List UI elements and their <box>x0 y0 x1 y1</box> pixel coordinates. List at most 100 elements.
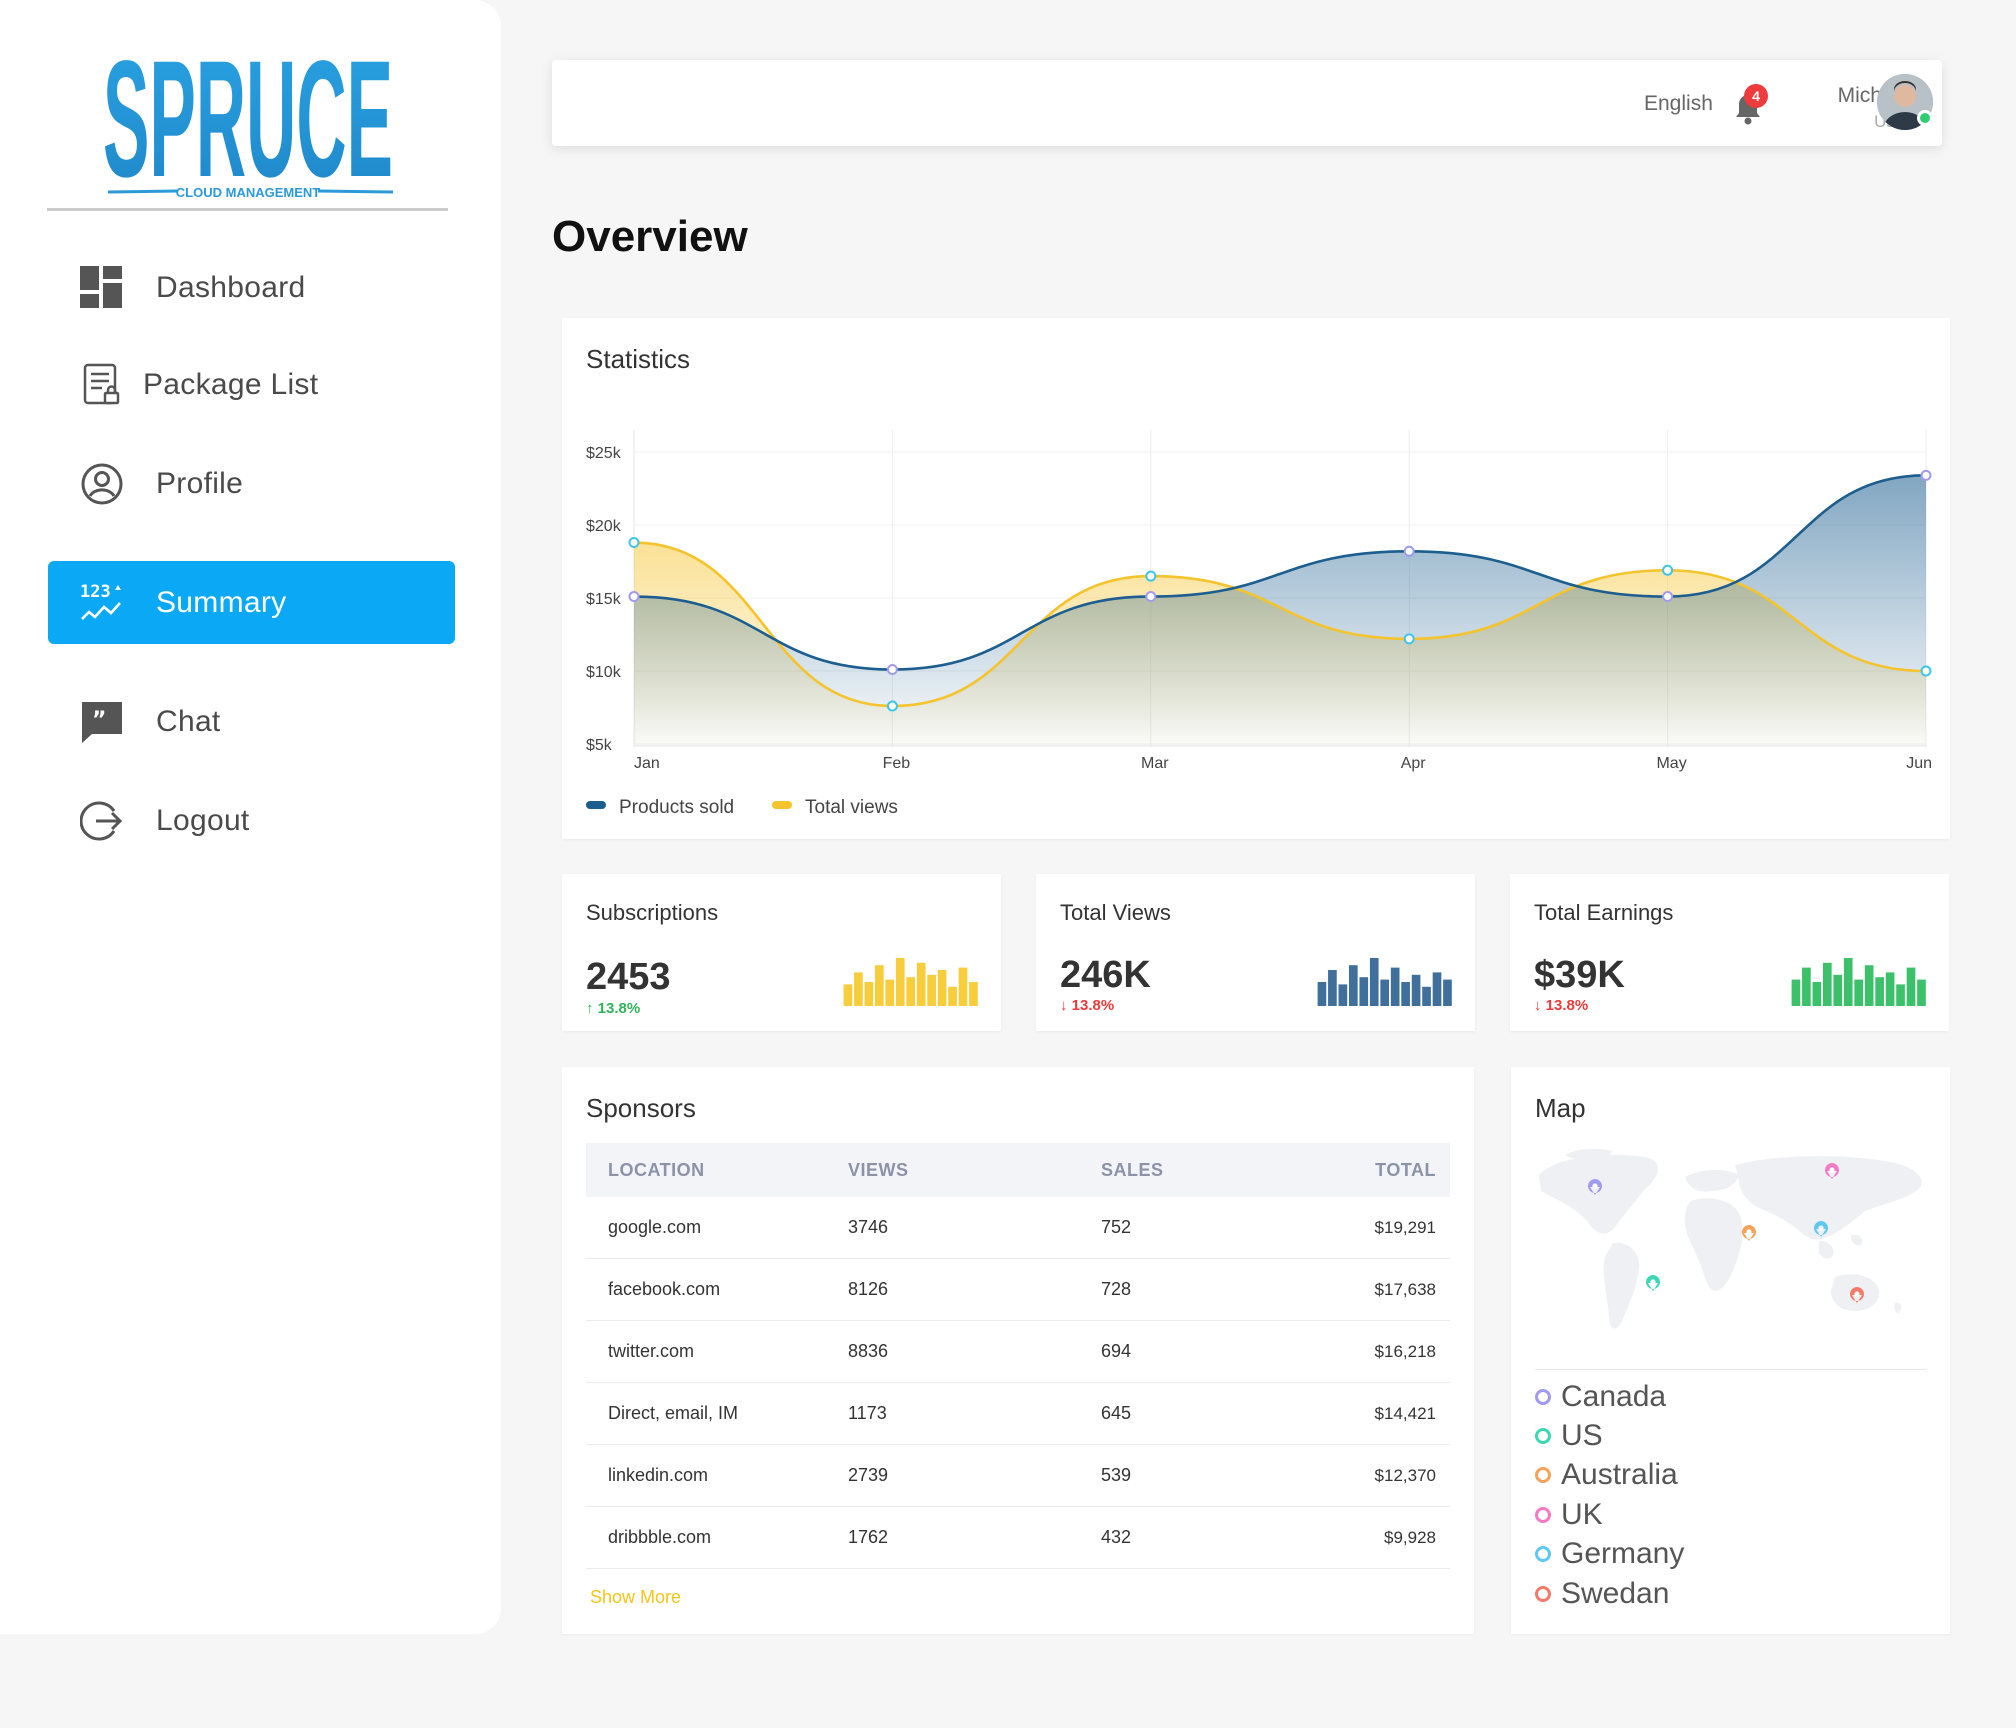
data-point[interactable] <box>1403 633 1415 645</box>
total-views-card: Total Views 246K ↓ 13.8% <box>1036 874 1475 1031</box>
cell-views: 1173 <box>848 1403 887 1423</box>
spark-bar <box>937 970 947 1006</box>
spark-bar <box>1791 979 1801 1006</box>
data-point[interactable] <box>1145 570 1157 582</box>
spark-bar <box>1896 984 1905 1006</box>
map-legend: Canada US Australia UK Germany Swedan <box>1535 1377 1684 1613</box>
legend-label[interactable]: Total views <box>805 797 898 818</box>
cell-sales: 752 <box>1101 1217 1132 1237</box>
arrow-down-icon: ↓ <box>1060 997 1068 1014</box>
logo-tagline: CLOUD MANAGEMENT <box>176 185 320 200</box>
x-tick-label: Feb <box>883 755 911 772</box>
data-point[interactable] <box>886 700 898 712</box>
data-point[interactable] <box>1662 591 1674 603</box>
logo-wordmark: SPRUCE <box>103 40 393 210</box>
data-point[interactable] <box>1662 564 1674 576</box>
y-tick-label: $10k <box>586 664 622 681</box>
table-row[interactable]: google.com 3746 752 $19,291 <box>586 1197 1450 1259</box>
spark-bar <box>1875 977 1884 1006</box>
table-header: LOCATION VIEWS SALES TOTAL <box>586 1143 1450 1197</box>
map-title: Map <box>1535 1093 1586 1123</box>
x-tick-label: May <box>1656 755 1686 772</box>
legend-item-australia[interactable]: Australia <box>1535 1456 1684 1495</box>
column-header[interactable]: VIEWS <box>848 1159 909 1180</box>
spark-bar <box>1854 979 1864 1006</box>
legend-label[interactable]: Products sold <box>619 797 734 818</box>
data-point[interactable] <box>886 664 898 676</box>
data-point[interactable] <box>1145 591 1157 603</box>
legend-label: UK <box>1561 1497 1603 1531</box>
table-row[interactable]: linkedin.com 2739 539 $12,370 <box>586 1445 1450 1507</box>
map-card: Map <box>1511 1067 1950 1634</box>
column-header[interactable]: LOCATION <box>608 1159 705 1180</box>
world-map[interactable] <box>1535 1147 1927 1347</box>
spark-bar <box>885 979 895 1006</box>
avatar[interactable] <box>1877 74 1933 130</box>
spark-bar <box>958 967 968 1006</box>
cell-views: 2739 <box>848 1465 889 1485</box>
cell-views: 1762 <box>848 1527 889 1547</box>
spark-bar <box>1380 979 1390 1006</box>
package-list-icon <box>83 363 120 404</box>
spark-bar <box>969 982 978 1006</box>
sponsors-table: LOCATION VIEWS SALES TOTAL google.com 37… <box>586 1143 1450 1569</box>
kpi-title: Total Earnings <box>1534 900 1674 925</box>
chat-icon: ” <box>82 701 122 743</box>
spark-bar <box>1843 958 1853 1006</box>
sidebar-item-dashboard[interactable]: Dashboard <box>48 246 455 329</box>
legend-swatch <box>586 801 606 809</box>
sidebar-item-profile[interactable]: Profile <box>48 442 455 525</box>
data-point[interactable] <box>1920 665 1932 677</box>
data-point[interactable] <box>628 591 640 603</box>
spark-bar <box>1822 962 1832 1006</box>
table-row[interactable]: Direct, email, IM 1173 645 $14,421 <box>586 1383 1450 1445</box>
sidebar-item-label: Summary <box>156 585 287 619</box>
legend-swatch <box>772 801 792 809</box>
y-tick-label: $20k <box>586 518 622 535</box>
arrow-down-icon: ↓ <box>1534 997 1542 1014</box>
sidebar-item-logout[interactable]: Logout <box>48 779 455 862</box>
legend-item-germany[interactable]: Germany <box>1535 1535 1684 1574</box>
show-more-link[interactable]: Show More <box>590 1587 682 1607</box>
cell-sales: 432 <box>1101 1527 1132 1547</box>
kpi-value: $39K <box>1534 954 1625 996</box>
kpi-delta: ↑ 13.8% <box>586 1000 640 1017</box>
spark-bar <box>1812 982 1822 1006</box>
sidebar-item-label: Logout <box>156 803 250 837</box>
statistics-chart: $25k $20k $15k $10k $5k Jan Feb Mar Apr May Jun Pro… <box>586 430 1932 818</box>
sidebar-item-summary[interactable]: 123 Summary <box>48 561 455 644</box>
table-row[interactable]: twitter.com 8836 694 $16,218 <box>586 1321 1450 1383</box>
sidebar-item-label: Profile <box>156 466 244 500</box>
column-header[interactable]: SALES <box>1101 1159 1164 1180</box>
spark-bar <box>1906 967 1916 1006</box>
language-selector[interactable]: English <box>1644 92 1713 115</box>
y-tick-label: $15k <box>586 591 622 608</box>
kpi-delta: ↓ 13.8% <box>1060 997 1114 1014</box>
spark-bar <box>1917 979 1926 1006</box>
data-point[interactable] <box>628 537 640 549</box>
sidebar-item-package-list[interactable]: Package List <box>48 343 455 426</box>
legend-item-canada[interactable]: Canada <box>1535 1377 1684 1416</box>
legend-item-uk[interactable]: UK <box>1535 1495 1684 1534</box>
spark-bar <box>843 984 853 1006</box>
data-point[interactable] <box>1920 469 1932 481</box>
spark-bar <box>1401 982 1410 1006</box>
table-row[interactable]: dribbble.com 1762 432 $9,928 <box>586 1507 1450 1569</box>
cell-total: $14,421 <box>1374 1403 1436 1423</box>
spruce-logo[interactable]: SPRUCE CLOUD MANAGEMENT <box>48 40 448 210</box>
table-row[interactable]: facebook.com 8126 728 $17,638 <box>586 1259 1450 1321</box>
kpi-title: Total Views <box>1060 900 1171 925</box>
column-header[interactable]: TOTAL <box>1375 1159 1436 1180</box>
series-area-products-sold <box>634 475 1926 746</box>
spark-bar <box>1348 965 1358 1006</box>
data-point[interactable] <box>1403 545 1415 557</box>
spark-bar <box>1317 982 1327 1006</box>
legend-label: Germany <box>1561 1537 1685 1571</box>
world-landmass <box>1539 1148 1922 1329</box>
legend-item-swedan[interactable]: Swedan <box>1535 1574 1684 1613</box>
svg-text:”: ” <box>92 708 106 733</box>
legend-item-us[interactable]: US <box>1535 1416 1684 1455</box>
kpi-delta-value: 13.8% <box>597 1000 641 1017</box>
sidebar-item-chat[interactable]: ” Chat <box>48 680 455 763</box>
legend-ring-icon <box>1535 1585 1551 1602</box>
